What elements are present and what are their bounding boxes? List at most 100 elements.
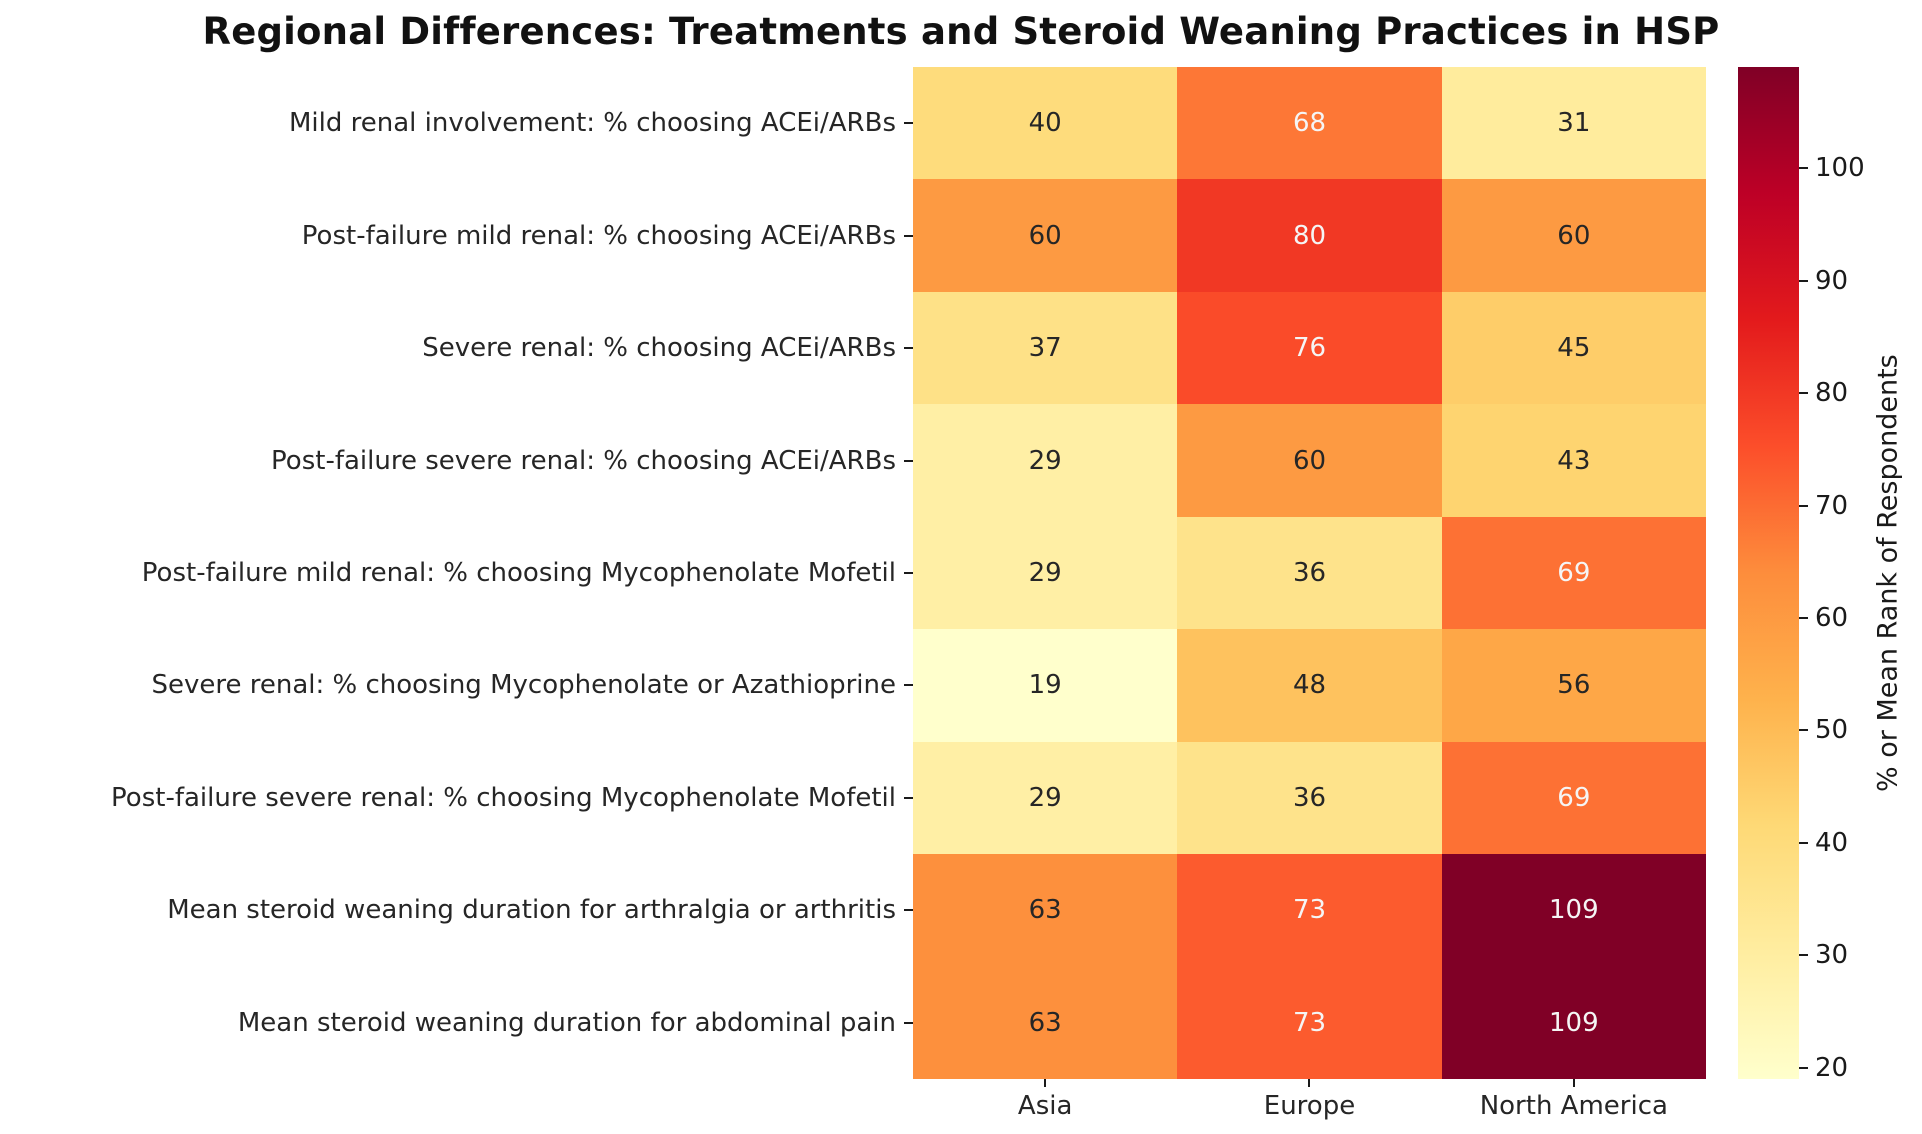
heatmap-cell-r7-c1: 73 xyxy=(1177,854,1442,967)
row-label: Mild renal involvement: % choosing ACEi/… xyxy=(0,67,913,179)
row-label: Post-failure mild renal: % choosing Myco… xyxy=(0,517,913,629)
colorbar-tick-label: 100 xyxy=(1815,153,1865,184)
cell-value: 73 xyxy=(1292,1007,1327,1038)
cell-value: 19 xyxy=(1028,670,1062,701)
heatmap-cell-r3-c1: 60 xyxy=(1177,404,1442,517)
x-tick-mark xyxy=(1044,1079,1047,1087)
heatmap-cell-r5-c1: 48 xyxy=(1177,629,1442,742)
heatmap-cell-r6-c1: 36 xyxy=(1177,741,1442,855)
y-tick-mark xyxy=(904,122,913,125)
y-tick-mark xyxy=(904,1021,913,1024)
colorbar-tick-label: 40 xyxy=(1815,827,1849,858)
heatmap-cell-r4-c0: 29 xyxy=(913,516,1178,630)
heatmap-cell-r7-c2: 109 xyxy=(1441,854,1706,967)
heatmap-cell-r6-c0: 29 xyxy=(913,741,1178,855)
cell-value: 36 xyxy=(1292,557,1327,588)
cell-value: 69 xyxy=(1557,557,1591,588)
colorbar-tick-label: 50 xyxy=(1815,715,1849,746)
cell-value: 76 xyxy=(1292,333,1327,364)
x-tick-mark xyxy=(1308,1079,1311,1087)
y-tick-mark xyxy=(904,234,913,237)
cell-value: 69 xyxy=(1557,782,1591,813)
y-tick-mark xyxy=(904,459,913,462)
chart-title: Regional Differences: Treatments and Ste… xyxy=(202,10,1720,53)
row-label: Mean steroid weaning duration for arthra… xyxy=(0,854,913,966)
cell-value: 60 xyxy=(1557,220,1591,251)
colorbar-tick-label: 80 xyxy=(1815,378,1849,409)
heatmap-cell-r8-c0: 63 xyxy=(913,966,1178,1079)
colorbar-tick-label: 30 xyxy=(1815,940,1849,971)
row-label-text: Post-failure mild renal: % choosing Myco… xyxy=(141,557,896,588)
colorbar-tick-label: 90 xyxy=(1815,265,1849,296)
cell-value: 37 xyxy=(1028,333,1062,364)
colorbar-tick-mark xyxy=(1799,504,1808,507)
colorbar-tick-mark xyxy=(1799,279,1808,282)
cell-value: 31 xyxy=(1557,108,1591,139)
colorbar-tick-mark xyxy=(1799,1066,1808,1069)
row-label-text: Post-failure severe renal: % choosing AC… xyxy=(271,445,896,476)
colorbar-label: % or Mean Rank of Respondents xyxy=(1872,354,1904,792)
cell-value: 109 xyxy=(1549,895,1599,926)
row-label-text: Severe renal: % choosing ACEi/ARBs xyxy=(422,333,896,364)
colorbar-tick-mark xyxy=(1799,167,1808,170)
y-tick-mark xyxy=(904,909,913,912)
heatmap-cell-r8-c1: 73 xyxy=(1177,966,1442,1079)
heatmap-cell-r4-c1: 36 xyxy=(1177,516,1442,630)
cell-value: 63 xyxy=(1028,895,1062,926)
colorbar-tick-mark xyxy=(1799,954,1808,957)
heatmap-cell-r5-c0: 19 xyxy=(913,629,1178,742)
colorbar-tick-mark xyxy=(1799,841,1808,844)
colorbar xyxy=(1738,67,1799,1079)
heatmap-cell-r5-c2: 56 xyxy=(1441,629,1706,742)
heatmap-cell-r7-c0: 63 xyxy=(913,854,1178,967)
colorbar-tick-mark xyxy=(1799,729,1808,732)
heatmap-cell-r0-c1: 68 xyxy=(1177,67,1442,180)
column-label: Asia xyxy=(913,1079,1177,1131)
heatmap-cell-r2-c1: 76 xyxy=(1177,291,1442,405)
heatmap-cell-r1-c2: 60 xyxy=(1441,179,1706,292)
row-label-text: Mean steroid weaning duration for arthra… xyxy=(167,895,896,926)
heatmap-cell-r1-c1: 80 xyxy=(1177,179,1442,292)
cell-value: 80 xyxy=(1292,220,1327,251)
column-label: Europe xyxy=(1177,1079,1441,1131)
cell-value: 29 xyxy=(1028,782,1062,813)
cell-value: 56 xyxy=(1557,670,1591,701)
cell-value: 45 xyxy=(1557,333,1591,364)
cell-value: 40 xyxy=(1028,108,1062,139)
heatmap-cell-r8-c2: 109 xyxy=(1441,966,1706,1079)
row-label-text: Post-failure mild renal: % choosing ACEi… xyxy=(301,220,896,251)
heatmap-cell-r0-c2: 31 xyxy=(1441,67,1706,180)
cell-value: 43 xyxy=(1557,445,1591,476)
x-axis-labels: Asia Europe North America xyxy=(913,1079,1706,1131)
row-label-text: Severe renal: % choosing Mycophenolate o… xyxy=(151,670,896,701)
y-axis-labels: Mild renal involvement: % choosing ACEi/… xyxy=(0,67,913,1079)
cell-value: 48 xyxy=(1292,670,1327,701)
y-tick-mark xyxy=(904,684,913,687)
colorbar-tick-mark xyxy=(1799,392,1808,395)
heatmap-cell-r0-c0: 40 xyxy=(913,67,1178,180)
y-tick-mark xyxy=(904,571,913,574)
heatmap-cell-r3-c2: 43 xyxy=(1441,404,1706,517)
row-label-text: Post-failure severe renal: % choosing My… xyxy=(111,782,896,813)
cell-value: 68 xyxy=(1292,108,1327,139)
row-label: Post-failure severe renal: % choosing My… xyxy=(0,742,913,854)
row-label: Post-failure severe renal: % choosing AC… xyxy=(0,404,913,516)
y-tick-mark xyxy=(904,347,913,350)
heatmap-cell-r6-c2: 69 xyxy=(1441,741,1706,855)
cell-value: 63 xyxy=(1028,1007,1062,1038)
cell-value: 109 xyxy=(1549,1007,1599,1038)
colorbar-tick-label: 20 xyxy=(1815,1052,1849,1083)
column-label-text: Europe xyxy=(1263,1091,1356,1121)
column-label: North America xyxy=(1442,1079,1706,1131)
x-tick-mark xyxy=(1572,1079,1575,1087)
cell-value: 60 xyxy=(1292,445,1327,476)
colorbar-tick-label: 60 xyxy=(1815,602,1849,633)
heatmap-grid: 40 68 31 60 80 60 37 76 45 29 60 43 29 36 69 19 48 56 29 36… xyxy=(913,67,1706,1079)
cell-value: 29 xyxy=(1028,445,1062,476)
row-label-text: Mild renal involvement: % choosing ACEi/… xyxy=(289,108,896,139)
row-label-text: Mean steroid weaning duration for abdomi… xyxy=(237,1007,896,1038)
heatmap-cell-r1-c0: 60 xyxy=(913,179,1178,292)
colorbar-tick-mark xyxy=(1799,616,1808,619)
column-label-text: Asia xyxy=(1017,1091,1073,1121)
